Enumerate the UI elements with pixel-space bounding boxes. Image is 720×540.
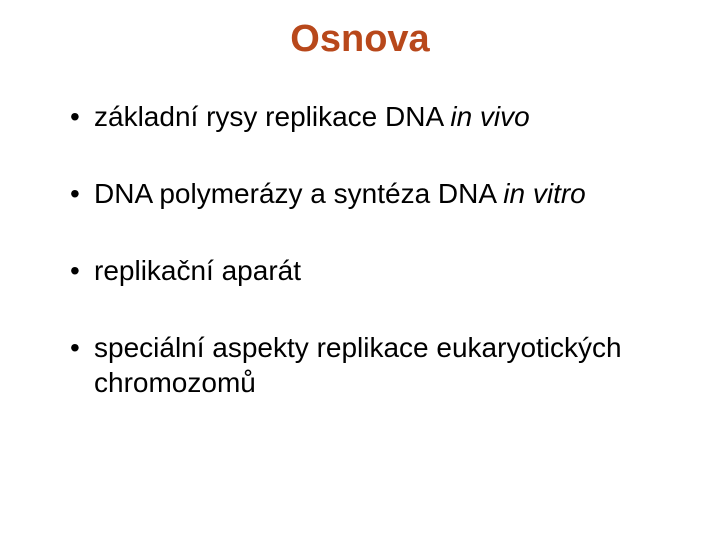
list-item: DNA polymerázy a syntéza DNA in vitro	[70, 176, 680, 211]
list-item: speciální aspekty replikace eukaryotický…	[70, 330, 680, 400]
list-item: základní rysy replikace DNA in vivo	[70, 99, 680, 134]
bullet-text: speciální aspekty replikace eukaryotický…	[94, 332, 622, 398]
bullet-list: základní rysy replikace DNA in vivo DNA …	[40, 99, 680, 400]
bullet-text-italic: in vitro	[503, 178, 585, 209]
slide-title: Osnova	[40, 18, 680, 61]
bullet-text-italic: in vivo	[450, 101, 529, 132]
bullet-text: základní rysy replikace DNA	[94, 101, 450, 132]
list-item: replikační aparát	[70, 253, 680, 288]
bullet-text: DNA polymerázy a syntéza DNA	[94, 178, 503, 209]
bullet-text: replikační aparát	[94, 255, 301, 286]
slide: Osnova základní rysy replikace DNA in vi…	[0, 0, 720, 540]
